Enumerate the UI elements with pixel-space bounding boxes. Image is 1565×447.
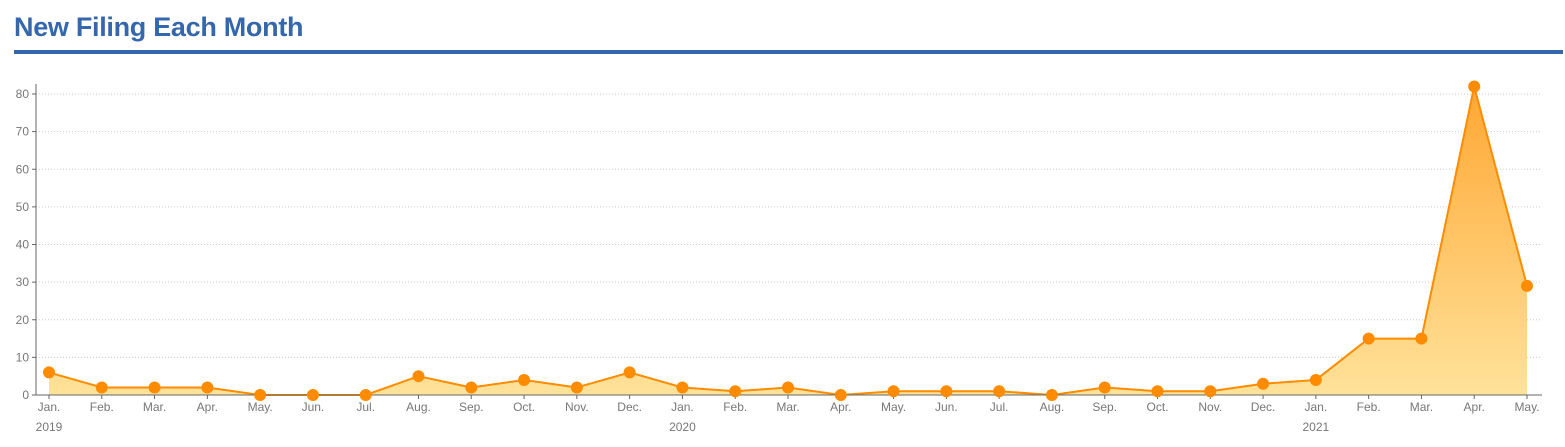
x-tick-label: May. bbox=[881, 400, 906, 414]
x-tick-label: Feb. bbox=[723, 400, 747, 414]
data-point bbox=[1098, 381, 1111, 394]
x-tick-label: Jan. bbox=[671, 400, 694, 414]
section-header: New Filing Each Month bbox=[14, 8, 1563, 54]
x-tick-label: Aug. bbox=[1040, 400, 1065, 414]
data-point bbox=[940, 385, 953, 398]
x-year-label: 2021 bbox=[1303, 420, 1330, 434]
x-tick-label: Nov. bbox=[565, 400, 589, 414]
x-tick-label: Mar. bbox=[143, 400, 166, 414]
x-tick-label: Feb. bbox=[1357, 400, 1381, 414]
x-tick-label: Oct. bbox=[513, 400, 535, 414]
y-tick-label: 60 bbox=[16, 162, 30, 176]
x-year-label: 2019 bbox=[36, 420, 63, 434]
data-point bbox=[570, 381, 583, 394]
data-point bbox=[834, 389, 847, 401]
x-tick-label: Sep. bbox=[1092, 400, 1117, 414]
data-point bbox=[1204, 385, 1217, 398]
x-tick-label: Mar. bbox=[1410, 400, 1433, 414]
data-point bbox=[465, 381, 478, 394]
x-year-label: 2020 bbox=[669, 420, 696, 434]
x-tick-label: May. bbox=[248, 400, 273, 414]
x-tick-label: Apr. bbox=[1464, 400, 1485, 414]
x-tick-label: May. bbox=[1514, 400, 1539, 414]
x-tick-label: Feb. bbox=[90, 400, 114, 414]
series-area bbox=[49, 86, 1527, 395]
data-point bbox=[623, 366, 636, 379]
x-tick-label: Aug. bbox=[406, 400, 431, 414]
data-point bbox=[201, 381, 214, 394]
data-point bbox=[993, 385, 1006, 398]
y-tick-label: 50 bbox=[16, 200, 30, 214]
data-point bbox=[1045, 389, 1058, 401]
y-tick-label: 0 bbox=[22, 388, 29, 402]
data-point bbox=[1309, 373, 1322, 386]
data-point bbox=[729, 385, 742, 398]
data-point bbox=[782, 381, 794, 394]
x-tick-label: Apr. bbox=[830, 400, 851, 414]
data-point bbox=[887, 385, 900, 398]
x-tick-label: Apr. bbox=[197, 400, 218, 414]
data-point bbox=[1362, 332, 1375, 345]
data-point bbox=[1521, 279, 1533, 292]
data-point bbox=[43, 366, 55, 379]
y-tick-label: 70 bbox=[16, 125, 30, 139]
data-point bbox=[306, 389, 319, 401]
x-tick-label: Jun. bbox=[935, 400, 958, 414]
data-point bbox=[148, 381, 161, 394]
data-point bbox=[1151, 385, 1164, 398]
y-tick-label: 20 bbox=[16, 313, 30, 327]
data-point bbox=[1415, 332, 1428, 345]
data-point bbox=[1257, 377, 1270, 390]
x-tick-label: Jun. bbox=[302, 400, 325, 414]
x-tick-label: Dec. bbox=[1251, 400, 1276, 414]
data-point bbox=[359, 389, 372, 401]
y-tick-label: 10 bbox=[16, 350, 30, 364]
x-tick-label: Jan. bbox=[1305, 400, 1328, 414]
chart-title: New Filing Each Month bbox=[14, 12, 304, 42]
x-tick-label: Jul. bbox=[990, 400, 1009, 414]
data-point bbox=[412, 370, 425, 383]
x-tick-label: Jul. bbox=[356, 400, 375, 414]
data-point bbox=[95, 381, 108, 394]
x-tick-label: Jan. bbox=[38, 400, 61, 414]
x-tick-label: Sep. bbox=[459, 400, 484, 414]
y-tick-label: 30 bbox=[16, 275, 30, 289]
x-tick-label: Oct. bbox=[1146, 400, 1168, 414]
x-tick-label: Mar. bbox=[776, 400, 799, 414]
y-tick-label: 40 bbox=[16, 238, 30, 252]
series-line bbox=[48, 85, 1528, 396]
data-point bbox=[1468, 80, 1481, 93]
data-point bbox=[676, 381, 689, 394]
data-point bbox=[518, 373, 531, 386]
x-tick-label: Dec. bbox=[617, 400, 642, 414]
y-tick-label: 80 bbox=[16, 87, 30, 101]
x-tick-label: Nov. bbox=[1198, 400, 1222, 414]
data-point bbox=[254, 389, 267, 401]
